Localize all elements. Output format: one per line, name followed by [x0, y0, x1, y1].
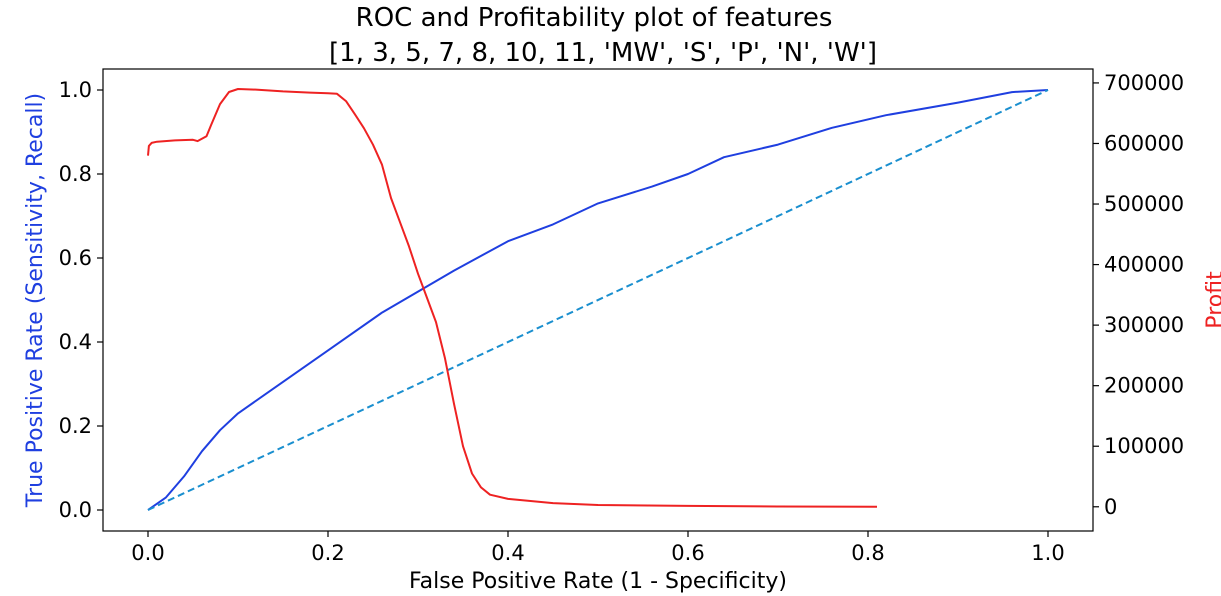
y2-axis-label: Profit: [1203, 271, 1221, 329]
plot-area-frame: [102, 68, 1094, 532]
y-tick-label: 0.0: [59, 498, 92, 522]
y-tick-label: 0.4: [59, 330, 92, 354]
y2-tick-label: 500000: [1104, 192, 1184, 216]
chart-title-line-1: ROC and Profitability plot of features: [356, 3, 833, 33]
y2-tick-label: 400000: [1104, 253, 1184, 277]
x-tick-label: 0.6: [671, 541, 704, 565]
y-tick-label: 1.0: [59, 78, 92, 102]
y-tick-label: 0.8: [59, 162, 92, 186]
y2-tick-label: 0: [1104, 495, 1117, 519]
x-tick-label: 0.2: [311, 541, 344, 565]
x-tick-label: 0.8: [851, 541, 884, 565]
y-tick-label: 0.6: [59, 246, 92, 270]
x-tick-label: 0.0: [131, 541, 164, 565]
y-tick-label: 0.2: [59, 414, 92, 438]
series-line-0: [147, 89, 1049, 511]
x-tick-label: 1.0: [1031, 541, 1064, 565]
chart-title-line-2: [1, 3, 5, 7, 8, 10, 11, 'MW', 'S', 'P', …: [329, 38, 877, 68]
x-axis-label: False Positive Rate (1 - Specificity): [409, 569, 787, 594]
y2-tick-label: 100000: [1104, 434, 1184, 458]
y2-tick-label: 200000: [1104, 374, 1184, 398]
y2-tick-label: 600000: [1104, 131, 1184, 155]
series-line-1: [147, 89, 1049, 511]
y-axis-label: True Positive Rate (Sensitivity, Recall): [23, 93, 48, 508]
y2-tick-label: 300000: [1104, 313, 1184, 337]
chart-title: ROC and Profitability plot of features […: [329, 3, 877, 68]
y2-tick-label: 700000: [1104, 71, 1184, 95]
x-tick-label: 0.4: [491, 541, 524, 565]
series-line-2: [147, 88, 878, 508]
